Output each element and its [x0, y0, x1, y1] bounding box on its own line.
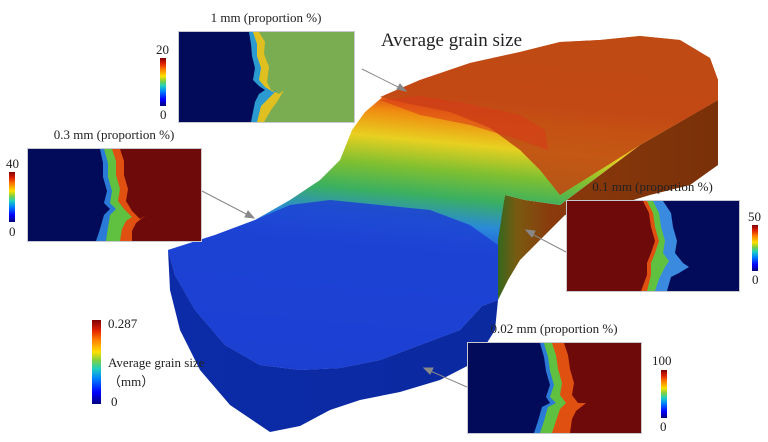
panel-01mm-cbar-max: 50 [748, 209, 761, 224]
panel-1mm-cbar-max: 20 [156, 42, 169, 57]
main-cbar-label-line2: （mm） [108, 374, 155, 389]
main-cbar-max: 0.287 [108, 316, 138, 331]
panel-03mm-map [27, 148, 202, 242]
main-cbar-label-line1: Average grain size [108, 355, 205, 370]
panel-01mm-title: 0.1 mm (proportion %) [592, 179, 713, 194]
panel-002mm-colorbar [661, 370, 667, 418]
main-cbar-min: 0 [111, 394, 118, 409]
panel-01mm-cbar-min: 0 [752, 272, 759, 287]
plateau-surface [380, 36, 718, 195]
ridge-highlight [380, 96, 548, 150]
main-colorbar [92, 320, 101, 404]
panel-002mm-cbar-min: 0 [660, 419, 667, 434]
panel-03mm-cbar-min: 0 [9, 224, 16, 239]
panel-1mm-map [178, 31, 355, 123]
leader-arrows [201, 68, 567, 388]
panel-03mm-title: 0.3 mm (proportion %) [53, 127, 175, 142]
block-front-wall [168, 250, 498, 432]
panel-1mm-cbar-min: 0 [160, 107, 167, 122]
panel-01mm-colorbar [752, 225, 758, 271]
panel-1mm-title: 1 mm (proportion %) [210, 10, 322, 25]
figure-title: Average grain size [381, 30, 523, 51]
lowland-surface [168, 200, 498, 370]
panel-1mm-colorbar [160, 58, 166, 106]
panel-002mm-title: 0.02 mm (proportion %) [490, 321, 618, 336]
panel-03mm-cbar-max: 40 [6, 156, 19, 171]
panel-002mm-cbar-max: 100 [652, 353, 672, 368]
panel-03mm-colorbar [9, 172, 15, 222]
panel-01mm-map [566, 200, 740, 292]
panel-002mm-map [467, 342, 642, 434]
